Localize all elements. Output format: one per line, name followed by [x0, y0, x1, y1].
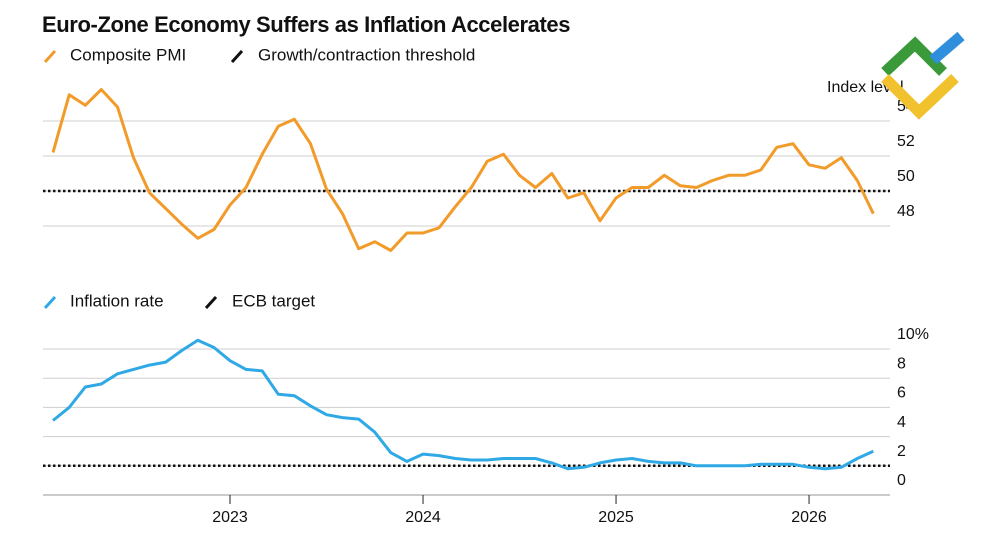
- legend-label: Composite PMI: [70, 45, 186, 64]
- x-tick-label: 2024: [405, 509, 441, 526]
- data-line: [51, 88, 875, 252]
- legend-swatch: [43, 295, 57, 310]
- legend-swatch: [43, 49, 57, 64]
- y-tick-label: 8: [897, 355, 906, 372]
- y-tick-label: 50: [897, 168, 915, 185]
- y-tick-label: 4: [897, 414, 906, 431]
- legend-label: Inflation rate: [70, 291, 164, 310]
- chart-title: Euro-Zone Economy Suffers as Inflation A…: [42, 12, 570, 37]
- legend-swatch: [230, 49, 244, 64]
- legend-label: ECB target: [232, 291, 315, 310]
- data-line: [52, 338, 874, 471]
- y-tick-label: 6: [897, 385, 906, 402]
- legend-swatch: [204, 295, 218, 310]
- x-tick-label: 2026: [791, 509, 827, 526]
- y-tick-label: 48: [897, 203, 915, 220]
- y-tick-label: 2: [897, 443, 906, 460]
- logo: [881, 31, 965, 120]
- x-tick-label: 2023: [212, 509, 248, 526]
- y-tick-label: 10%: [897, 326, 929, 343]
- y-tick-label: 52: [897, 133, 915, 150]
- x-tick-label: 2025: [598, 509, 634, 526]
- legend-label: Growth/contraction threshold: [258, 45, 475, 64]
- y-tick-label: 0: [897, 472, 906, 489]
